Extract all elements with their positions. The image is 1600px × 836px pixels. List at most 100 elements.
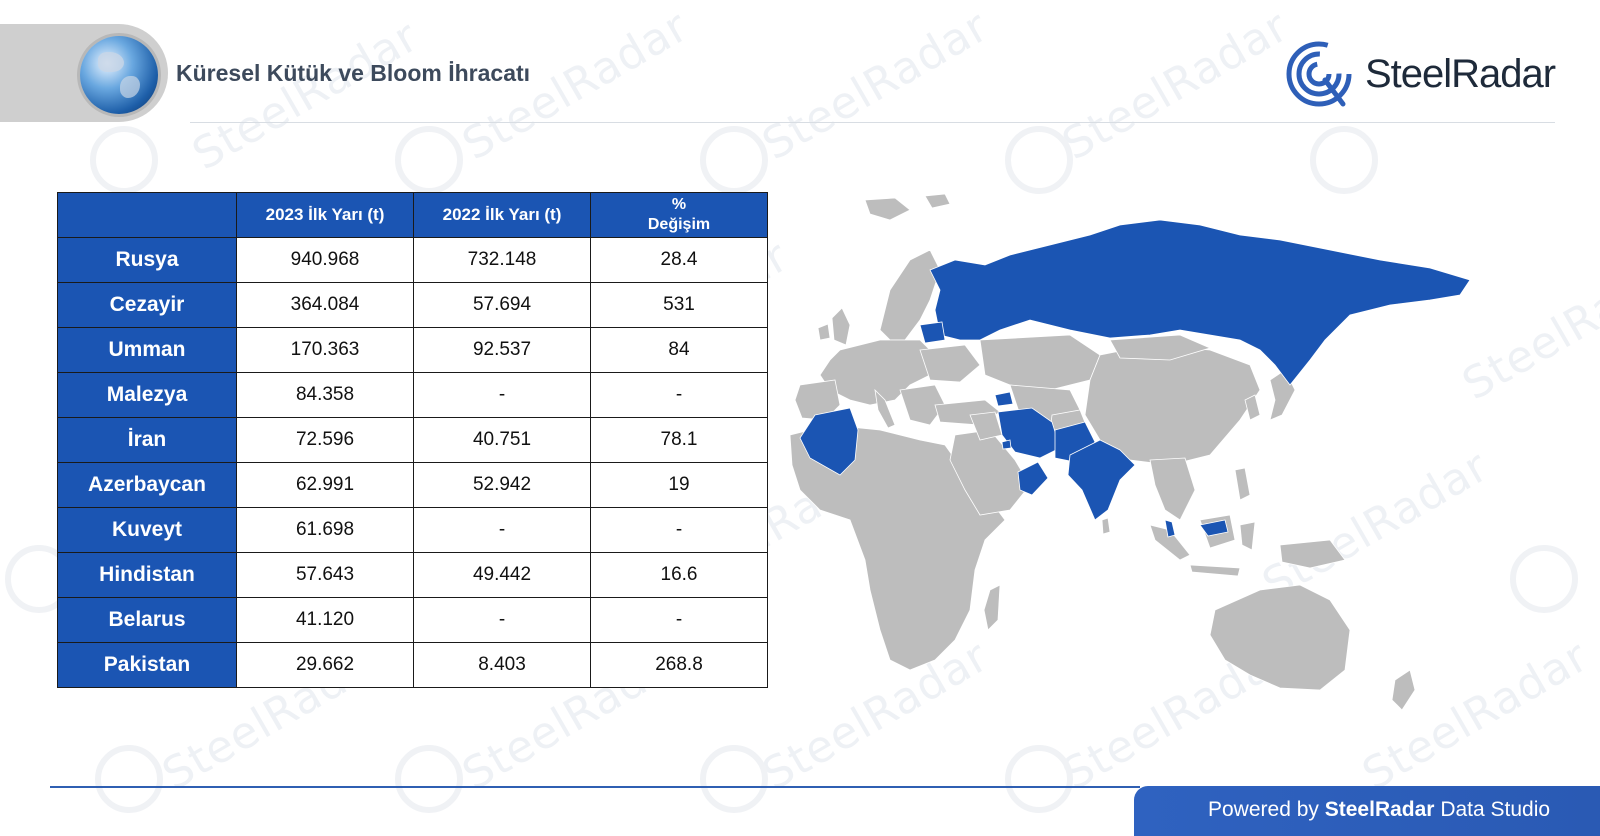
h1-2022-cell: 732.148 (413, 237, 591, 283)
steelradar-logo: SteelRadar (1285, 40, 1560, 110)
change-cell: - (590, 597, 768, 643)
map-malaysia-borneo (1199, 519, 1229, 537)
h1-2022-cell: - (413, 372, 591, 418)
map-ukraine (919, 344, 981, 383)
header-change: % Değişim (590, 192, 768, 238)
map-indochina (1149, 457, 1196, 521)
change-cell: 19 (590, 462, 768, 508)
table-row: Azerbaycan 62.991 52.942 19 (57, 462, 768, 508)
country-cell: Rusya (57, 237, 237, 283)
watermark-logo-icon (1510, 545, 1578, 613)
watermark-text: SteelRadar (1054, 0, 1298, 171)
map-iran (997, 407, 1061, 459)
table-row: Belarus 41.120 - - (57, 597, 768, 643)
exports-table: 2023 İlk Yarı (t) 2022 İlk Yarı (t) % De… (57, 192, 768, 688)
header-country (57, 192, 237, 238)
change-cell: 84 (590, 327, 768, 373)
map-madagascar (983, 584, 1001, 631)
map-belarus (919, 321, 946, 344)
change-cell: 78.1 (590, 417, 768, 463)
map-azerbaijan (994, 391, 1014, 407)
map-kuwait (1001, 439, 1012, 450)
logo-steel: Steel (1365, 52, 1452, 96)
h1-2023-cell: 57.643 (236, 552, 414, 598)
footer-bar (1134, 786, 1600, 836)
country-cell: Umman (57, 327, 237, 373)
header-2023: 2023 İlk Yarı (t) (236, 192, 414, 238)
country-cell: Azerbaycan (57, 462, 237, 508)
map-new-guinea (1279, 539, 1346, 569)
country-cell: Kuveyt (57, 507, 237, 553)
footer-suffix: Data Studio (1440, 798, 1551, 821)
watermark-text: SteelRadar (754, 0, 998, 171)
map-ireland (817, 323, 831, 341)
table-row: Kuveyt 61.698 - - (57, 507, 768, 553)
change-cell: - (590, 372, 768, 418)
h1-2022-cell: - (413, 597, 591, 643)
map-india (1067, 439, 1136, 521)
map-australia (1209, 584, 1351, 691)
footer-prefix: Powered by (1208, 798, 1319, 821)
radar-logo-icon (1286, 41, 1352, 107)
table-row: Hindistan 57.643 49.442 16.6 (57, 552, 768, 598)
h1-2023-cell: 61.698 (236, 507, 414, 553)
footer-credit: Powered by SteelRadar Data Studio (1208, 798, 1550, 822)
watermark-logo-icon (395, 745, 463, 813)
h1-2022-cell: 57.694 (413, 282, 591, 328)
country-cell: Malezya (57, 372, 237, 418)
header-divider (190, 122, 1555, 123)
map-sri-lanka (1101, 517, 1111, 535)
map-africa (789, 424, 1006, 671)
table-header-row: 2023 İlk Yarı (t) 2022 İlk Yarı (t) % De… (57, 192, 768, 238)
country-cell: Cezayir (57, 282, 237, 328)
watermark-text: SteelRadar (184, 10, 428, 181)
map-italy (874, 388, 896, 429)
h1-2022-cell: 40.751 (413, 417, 591, 463)
world-map (789, 193, 1471, 711)
map-java (1189, 564, 1241, 577)
map-oman (1017, 461, 1049, 496)
map-algeria (799, 407, 859, 476)
map-svalbard (924, 193, 951, 209)
change-cell: 531 (590, 282, 768, 328)
map-malaysia-peninsula (1164, 519, 1176, 538)
country-cell: Hindistan (57, 552, 237, 598)
page-title: Küresel Kütük ve Bloom İhracatı (176, 60, 531, 86)
map-russia (929, 219, 1471, 386)
table-row: Umman 170.363 92.537 84 (57, 327, 768, 373)
logo-radar: Radar (1451, 52, 1556, 96)
map-philippines (1234, 467, 1251, 501)
h1-2023-cell: 170.363 (236, 327, 414, 373)
header-change-percent: % (671, 196, 687, 213)
watermark-logo-icon (90, 126, 158, 194)
h1-2023-cell: 62.991 (236, 462, 414, 508)
watermark-logo-icon (1005, 126, 1073, 194)
h1-2023-cell: 72.596 (236, 417, 414, 463)
change-cell: 268.8 (590, 642, 768, 688)
table-row: Malezya 84.358 - - (57, 372, 768, 418)
watermark-logo-icon (1310, 126, 1378, 194)
header-2022: 2022 İlk Yarı (t) (413, 192, 591, 238)
map-korea (1244, 394, 1261, 421)
h1-2023-cell: 364.084 (236, 282, 414, 328)
logo-wordmark: SteelRadar (1365, 52, 1556, 97)
table-row: Rusya 940.968 732.148 28.4 (57, 237, 768, 283)
table-row: Cezayir 364.084 57.694 531 (57, 282, 768, 328)
h1-2023-cell: 940.968 (236, 237, 414, 283)
h1-2023-cell: 29.662 (236, 642, 414, 688)
map-uk (831, 307, 851, 346)
country-cell: Pakistan (57, 642, 237, 688)
footer-divider (50, 786, 1140, 788)
map-china (1084, 344, 1261, 466)
change-cell: - (590, 507, 768, 553)
watermark-logo-icon (95, 745, 163, 813)
globe-icon (80, 36, 158, 114)
map-new-zealand (1391, 669, 1416, 711)
table-row: İran 72.596 40.751 78.1 (57, 417, 768, 463)
h1-2022-cell: 49.442 (413, 552, 591, 598)
h1-2022-cell: 92.537 (413, 327, 591, 373)
change-cell: 28.4 (590, 237, 768, 283)
h1-2022-cell: 8.403 (413, 642, 591, 688)
map-kazakhstan (979, 334, 1101, 391)
map-arabia (949, 429, 1031, 516)
